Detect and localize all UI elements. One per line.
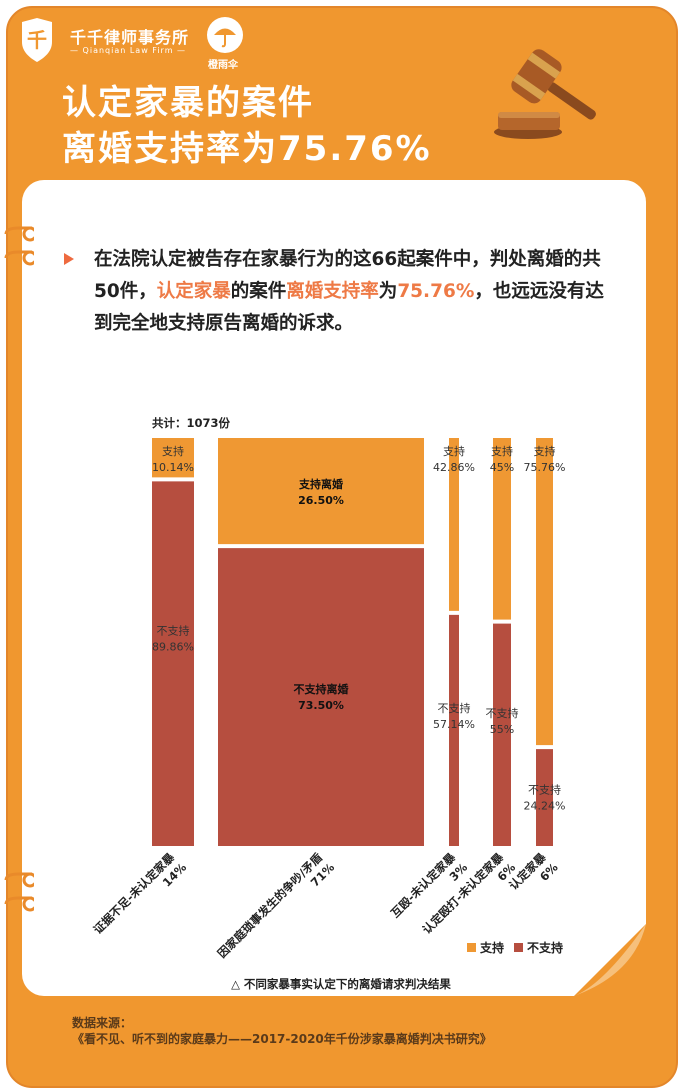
support-value-label-3: 45% xyxy=(490,461,514,474)
not-support-label-4: 不支持 xyxy=(528,783,561,797)
gavel-icon xyxy=(494,49,596,139)
bar-support-3 xyxy=(493,438,511,620)
support-value-label-2: 42.86% xyxy=(433,461,475,474)
shield-glyph: 千 xyxy=(27,28,47,52)
legend-label-support: 支持 xyxy=(479,940,504,955)
not-support-label-1: 不支持离婚 xyxy=(294,682,349,696)
chart-total-label: 共计：1073份 xyxy=(152,416,231,430)
not-support-value-label-0: 89.86% xyxy=(152,641,194,654)
support-label-3: 支持 xyxy=(491,444,513,458)
legend-swatch-support xyxy=(467,943,476,952)
bar-support-2 xyxy=(449,438,459,611)
law-firm-shield-icon: 千 xyxy=(22,18,52,62)
not-support-value-label-3: 55% xyxy=(490,723,514,736)
bar-support-4 xyxy=(536,438,553,746)
binder-ring-icon xyxy=(4,896,34,912)
support-label-4: 支持 xyxy=(534,444,556,458)
support-value-label-1: 26.50% xyxy=(298,494,344,507)
not-support-value-label-2: 57.14% xyxy=(433,718,475,731)
not-support-value-label-4: 24.24% xyxy=(524,800,566,813)
source-label: 数据来源： xyxy=(72,1016,133,1030)
bar-not-support-2 xyxy=(449,614,459,846)
brand-subtitle: — Qianqian Law Firm — xyxy=(70,46,187,55)
intro-highlight: 认定家暴 xyxy=(156,281,231,302)
bullet-arrow-icon xyxy=(64,253,74,265)
bar-not-support-3 xyxy=(493,623,511,846)
support-value-label-4: 75.76% xyxy=(524,461,566,474)
support-label-2: 支持 xyxy=(443,444,465,458)
mekko-chart: 共计：1073份支持10.14%不支持89.86%证据不足-未认定家暴14%支持… xyxy=(91,416,566,961)
bar-not-support-1 xyxy=(218,548,424,846)
intro-text: ，也远远没有达到完全地支持原告离婚的诉求。 xyxy=(94,281,604,334)
bar-support-1 xyxy=(218,438,424,545)
binder-ring-icon xyxy=(4,872,34,888)
binder-ring-icon xyxy=(4,226,34,242)
not-support-label-3: 不支持 xyxy=(486,706,519,720)
support-label-0: 支持 xyxy=(162,444,184,458)
partner-name: 橙雨伞 xyxy=(208,60,238,71)
category-label-3: 认定殴打-未认定家暴 xyxy=(420,850,507,937)
source-text: 《看不见、听不到的家庭暴力——2017-2020年千份涉家暴离婚判决书研究》 xyxy=(72,1032,492,1046)
headline-line2: 离婚支持率为75.76% xyxy=(62,129,432,169)
binder-ring-icon xyxy=(4,250,34,266)
category-label-0: 证据不足-未认定家暴 xyxy=(91,850,178,937)
umbrella-icon xyxy=(207,17,243,53)
not-support-value-label-1: 73.50% xyxy=(298,699,344,712)
bar-not-support-4 xyxy=(536,749,553,846)
legend-swatch-not-support xyxy=(514,943,523,952)
intro-highlight: 离婚支持率 xyxy=(286,281,379,302)
page-corner-fold xyxy=(574,924,646,996)
intro-highlight: 75.76% xyxy=(397,281,475,302)
brand-name: 千千律师事务所 xyxy=(70,28,190,47)
not-support-label-2: 不支持 xyxy=(438,701,471,715)
intro-text: 为 xyxy=(378,281,398,302)
support-value-label-0: 10.14% xyxy=(152,461,194,474)
not-support-label-0: 不支持 xyxy=(157,624,190,638)
category-label-1: 因家庭琐事发生的争吵/矛盾 xyxy=(215,850,326,961)
bar-not-support-0 xyxy=(152,481,194,846)
headline: 认定家暴的案件 离婚支持率为75.76% xyxy=(62,80,432,172)
headline-line1: 认定家暴的案件 xyxy=(62,83,314,123)
chart-caption: △ 不同家暴事实认定下的离婚请求判决结果 xyxy=(231,977,451,991)
intro-text: 的案件 xyxy=(230,281,287,302)
intro-text: 在法院认定被告存在家暴行为的这66起案件中，判处离婚的共50件， xyxy=(94,249,601,302)
support-label-1: 支持离婚 xyxy=(298,477,343,491)
legend-label-not-support: 不支持 xyxy=(527,940,563,955)
bar-support-0 xyxy=(152,438,194,478)
intro-paragraph: 在法院认定被告存在家暴行为的这66起案件中，判处离婚的共50件，认定家暴的案件离… xyxy=(94,244,614,340)
